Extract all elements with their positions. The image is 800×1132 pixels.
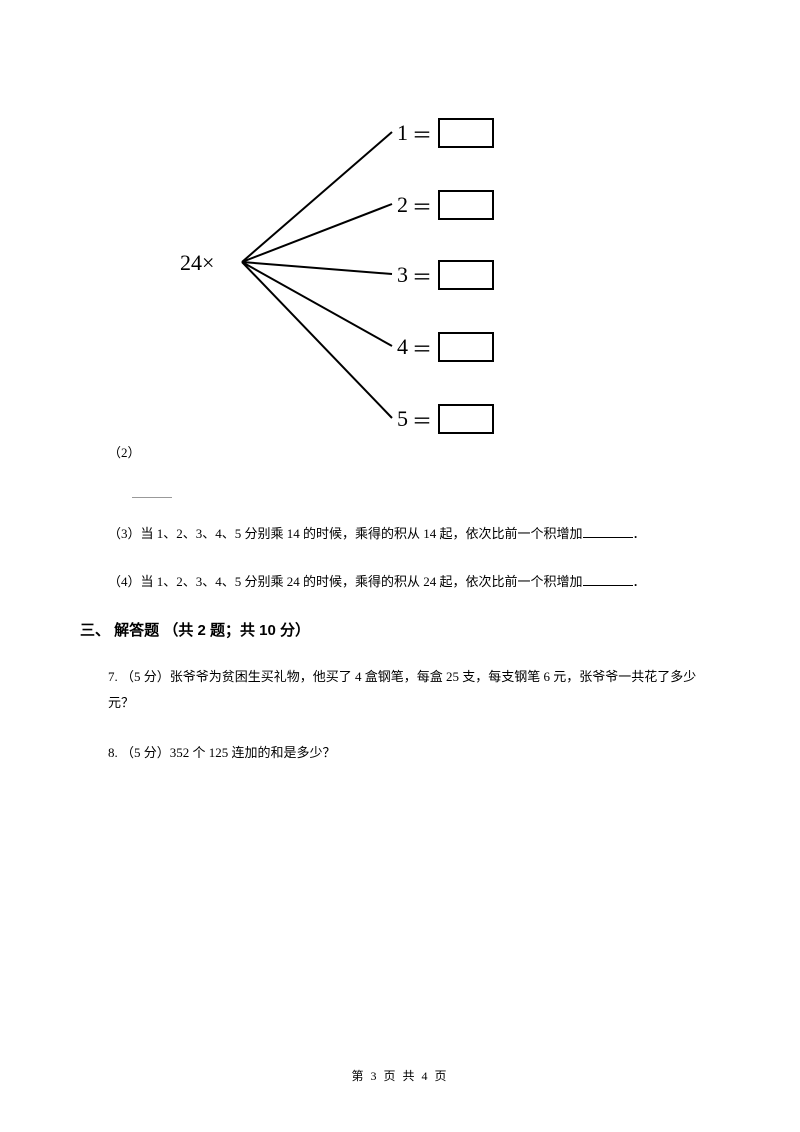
question-8: 8. （5 分）352 个 125 连加的和是多少？ <box>108 740 720 766</box>
answer-blank-line <box>132 497 172 498</box>
answer-box <box>438 260 494 290</box>
equals-sign: ＝ <box>412 333 432 362</box>
answer-box <box>438 118 494 148</box>
answer-box <box>438 332 494 362</box>
question-3-tail: ． <box>633 526 646 541</box>
equals-sign: ＝ <box>412 405 432 434</box>
branch-number: 1 <box>390 120 408 146</box>
branch-row: 1＝ <box>390 118 494 148</box>
answer-box <box>438 404 494 434</box>
branch-number: 3 <box>390 262 408 288</box>
question-4-tail: ． <box>633 574 646 589</box>
branch-row: 3＝ <box>390 260 494 290</box>
section-3-heading: 三、 解答题 （共 2 题；共 10 分） <box>80 619 720 640</box>
question-4: （4）当 1、2、3、4、5 分别乘 24 的时候，乘得的积从 24 起，依次比… <box>108 572 720 592</box>
answer-box <box>438 190 494 220</box>
question-4-text: （4）当 1、2、3、4、5 分别乘 24 的时候，乘得的积从 24 起，依次比… <box>108 574 583 589</box>
branch-diagram: 24× 1＝2＝3＝4＝5＝ <box>120 70 560 450</box>
equals-sign: ＝ <box>412 191 432 220</box>
blank-underline <box>583 525 633 538</box>
diagram-base-label: 24× <box>180 250 214 276</box>
equals-sign: ＝ <box>412 119 432 148</box>
page-footer: 第 3 页 共 4 页 <box>0 1067 800 1084</box>
question-3: （3）当 1、2、3、4、5 分别乘 14 的时候，乘得的积从 14 起，依次比… <box>108 524 720 544</box>
branch-number: 4 <box>390 334 408 360</box>
question-7: 7. （5 分）张爷爷为贫困生买礼物，他买了 4 盒钢笔，每盒 25 支，每支钢… <box>108 664 720 716</box>
branch-row: 5＝ <box>390 404 494 434</box>
equals-sign: ＝ <box>412 261 432 290</box>
branch-number: 5 <box>390 406 408 432</box>
branch-row: 2＝ <box>390 190 494 220</box>
blank-underline <box>583 573 633 586</box>
branch-number: 2 <box>390 192 408 218</box>
question-3-text: （3）当 1、2、3、4、5 分别乘 14 的时候，乘得的积从 14 起，依次比… <box>108 526 583 541</box>
branch-row: 4＝ <box>390 332 494 362</box>
